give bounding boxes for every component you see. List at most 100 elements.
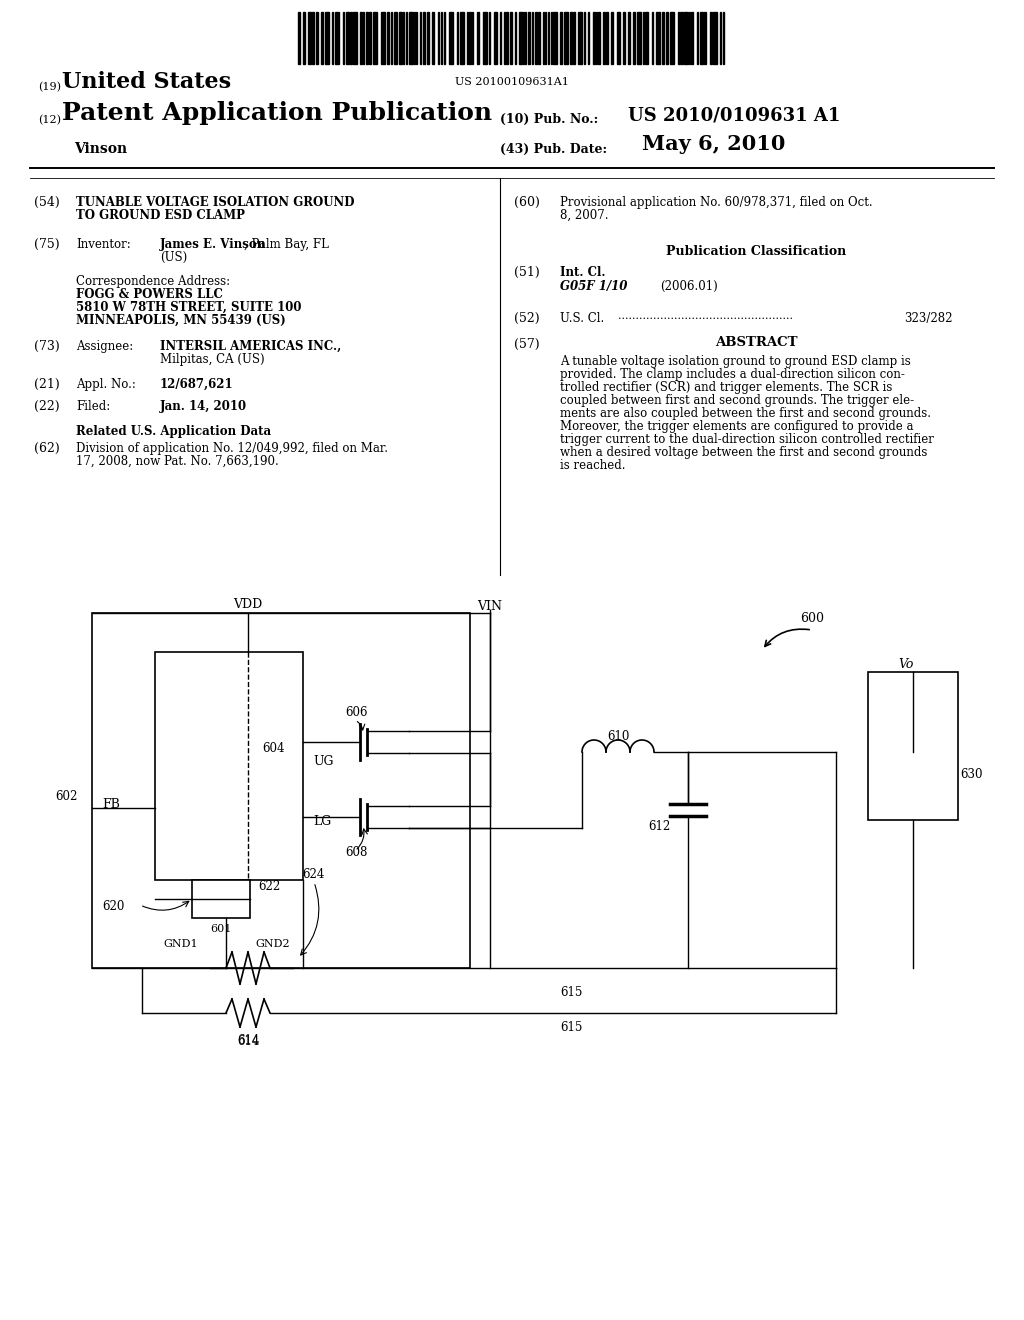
Text: (62): (62) xyxy=(34,442,59,455)
Bar xyxy=(528,12,530,63)
Text: ..................................................: ........................................… xyxy=(618,312,793,321)
Bar xyxy=(713,12,717,63)
Text: 606: 606 xyxy=(345,706,368,719)
Text: Patent Application Publication: Patent Application Publication xyxy=(62,102,493,125)
Text: 614: 614 xyxy=(237,1034,259,1047)
Bar xyxy=(868,672,958,820)
Text: Jan. 14, 2010: Jan. 14, 2010 xyxy=(160,400,247,413)
Bar xyxy=(700,12,703,63)
Text: May 6, 2010: May 6, 2010 xyxy=(642,135,785,154)
Text: (43) Pub. Date:: (43) Pub. Date: xyxy=(500,143,607,156)
Bar xyxy=(353,12,357,63)
Bar xyxy=(316,12,318,63)
Text: 610: 610 xyxy=(607,730,629,743)
Text: is reached.: is reached. xyxy=(560,459,626,473)
Text: when a desired voltage between the first and second grounds: when a desired voltage between the first… xyxy=(560,446,928,459)
Text: A tunable voltage isolation ground to ground ESD clamp is: A tunable voltage isolation ground to gr… xyxy=(560,355,910,368)
Bar xyxy=(628,12,630,63)
Bar xyxy=(409,12,413,63)
Bar xyxy=(92,612,470,968)
Text: Milpitas, CA (US): Milpitas, CA (US) xyxy=(160,352,264,366)
Bar xyxy=(298,12,300,63)
Bar xyxy=(381,12,385,63)
Text: 624: 624 xyxy=(302,869,325,880)
Bar xyxy=(617,12,620,63)
Text: (54): (54) xyxy=(34,195,59,209)
Bar xyxy=(399,12,402,63)
Text: 630: 630 xyxy=(961,768,982,781)
Text: (52): (52) xyxy=(514,312,540,325)
Text: Division of application No. 12/049,992, filed on Mar.: Division of application No. 12/049,992, … xyxy=(76,442,388,455)
Bar xyxy=(560,12,562,63)
Bar xyxy=(603,12,605,63)
Text: 601: 601 xyxy=(210,924,231,935)
Bar xyxy=(469,12,471,63)
Text: 615: 615 xyxy=(560,986,583,999)
Text: 608: 608 xyxy=(345,846,368,859)
Bar xyxy=(681,12,683,63)
Text: Correspondence Address:: Correspondence Address: xyxy=(76,275,230,288)
Bar xyxy=(670,12,674,63)
Text: (21): (21) xyxy=(34,378,59,391)
Bar xyxy=(346,12,349,63)
Text: VDD: VDD xyxy=(233,598,262,611)
Text: Assignee:: Assignee: xyxy=(76,341,133,352)
Bar xyxy=(460,12,464,63)
Text: (73): (73) xyxy=(34,341,59,352)
Bar xyxy=(593,12,595,63)
Text: 604: 604 xyxy=(262,742,285,755)
Text: 612: 612 xyxy=(648,820,671,833)
Bar xyxy=(666,12,668,63)
Text: 8, 2007.: 8, 2007. xyxy=(560,209,608,222)
Bar xyxy=(656,12,660,63)
Bar xyxy=(193,880,250,917)
Bar xyxy=(369,12,371,63)
Text: (75): (75) xyxy=(34,238,59,251)
Bar xyxy=(423,12,425,63)
Bar xyxy=(483,12,487,63)
Text: Provisional application No. 60/978,371, filed on Oct.: Provisional application No. 60/978,371, … xyxy=(560,195,872,209)
Bar xyxy=(570,12,572,63)
Bar xyxy=(510,12,512,63)
Bar xyxy=(335,12,339,63)
Text: Appl. No.:: Appl. No.: xyxy=(76,378,136,391)
Bar xyxy=(662,12,664,63)
Text: TO GROUND ESD CLAMP: TO GROUND ESD CLAMP xyxy=(76,209,245,222)
Text: (57): (57) xyxy=(514,338,540,351)
Bar xyxy=(477,12,479,63)
Text: 323/282: 323/282 xyxy=(904,312,952,325)
Text: US 20100109631A1: US 20100109631A1 xyxy=(455,77,569,87)
Bar xyxy=(645,12,648,63)
Text: (US): (US) xyxy=(160,251,187,264)
Text: James E. Vinson: James E. Vinson xyxy=(160,238,266,251)
Bar xyxy=(321,12,323,63)
Text: U.S. Cl.: U.S. Cl. xyxy=(560,312,604,325)
Bar xyxy=(325,12,329,63)
Text: TUNABLE VOLTAGE ISOLATION GROUND: TUNABLE VOLTAGE ISOLATION GROUND xyxy=(76,195,354,209)
Text: provided. The clamp includes a dual-direction silicon con-: provided. The clamp includes a dual-dire… xyxy=(560,368,905,381)
Bar xyxy=(633,12,635,63)
Bar xyxy=(360,12,362,63)
Text: 602: 602 xyxy=(55,789,78,803)
Text: (2006.01): (2006.01) xyxy=(660,280,718,293)
Bar xyxy=(155,652,303,880)
Text: 600: 600 xyxy=(800,612,824,624)
Text: ments are also coupled between the first and second grounds.: ments are also coupled between the first… xyxy=(560,407,931,420)
Text: 12/687,621: 12/687,621 xyxy=(160,378,233,391)
Text: VIN: VIN xyxy=(477,601,503,612)
Bar xyxy=(573,12,575,63)
Bar xyxy=(598,12,600,63)
Text: trigger current to the dual-direction silicon controlled rectifier: trigger current to the dual-direction si… xyxy=(560,433,934,446)
Text: FB: FB xyxy=(102,799,120,810)
Bar xyxy=(611,12,613,63)
Text: 620: 620 xyxy=(102,900,125,913)
Text: (60): (60) xyxy=(514,195,540,209)
Text: GND1: GND1 xyxy=(163,939,198,949)
Text: (22): (22) xyxy=(34,400,59,413)
Bar xyxy=(432,12,434,63)
Bar xyxy=(637,12,641,63)
Bar xyxy=(538,12,540,63)
Bar xyxy=(578,12,582,63)
Bar xyxy=(506,12,508,63)
Text: (10) Pub. No.:: (10) Pub. No.: xyxy=(500,114,598,125)
